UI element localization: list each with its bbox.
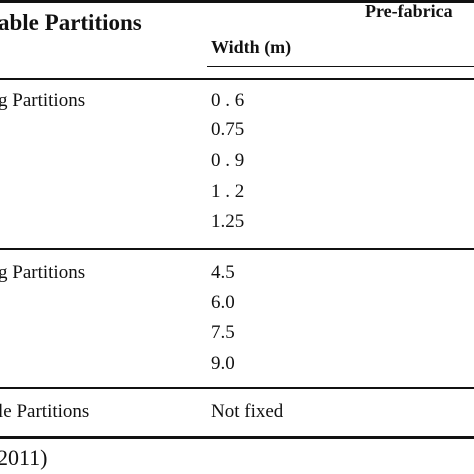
width-value: 9.0 — [211, 353, 235, 374]
width-value: 1.25 — [211, 211, 245, 232]
table-bottom-rule — [0, 436, 474, 439]
group-separator-rule — [0, 387, 474, 389]
source-citation: 2011) — [0, 445, 48, 470]
width-value: 7.5 — [211, 322, 235, 343]
width-value: 4.5 — [211, 262, 235, 283]
prefabricated-group-header: Pre-fabrica — [365, 1, 453, 21]
group-header-rule — [207, 66, 474, 67]
width-value: Not fixed — [211, 401, 284, 422]
row-label-group-3: le Partitions — [0, 401, 90, 422]
row-label-group-2: g Partitions — [0, 262, 86, 283]
header-bottom-rule — [0, 78, 474, 80]
width-value: 0 . 9 — [211, 150, 245, 171]
group-separator-rule — [0, 248, 474, 250]
width-value: 6.0 — [211, 292, 235, 313]
table-top-rule — [0, 0, 474, 3]
partition-type-column-header: able Partitions — [0, 10, 142, 35]
width-value: 0.75 — [211, 119, 245, 140]
width-column-header: Width (m) — [211, 37, 292, 57]
row-label-group-1: g Partitions — [0, 90, 86, 111]
width-value: 1 . 2 — [211, 181, 245, 202]
width-value: 0 . 6 — [211, 90, 245, 111]
